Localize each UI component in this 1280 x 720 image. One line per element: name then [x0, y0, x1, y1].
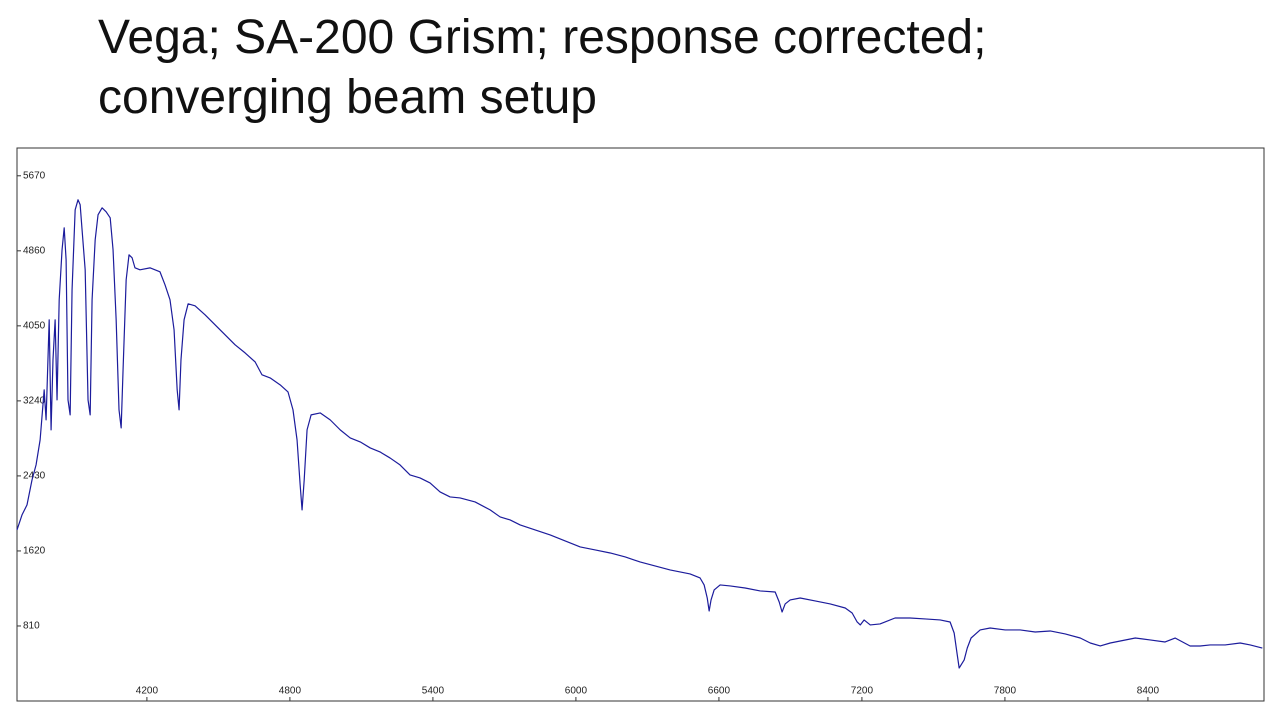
y-tick-label: 1620 — [23, 546, 46, 557]
x-tick-label: 8400 — [1137, 686, 1160, 697]
y-tick-label: 2430 — [23, 471, 46, 482]
y-tick-label: 3240 — [23, 396, 46, 407]
x-tick-label: 6600 — [708, 686, 731, 697]
y-tick-label: 4860 — [23, 245, 46, 256]
x-tick-label: 4200 — [136, 686, 159, 697]
y-tick-label: 4050 — [23, 320, 46, 331]
slide-title: Vega; SA-200 Grism; response corrected; … — [98, 11, 987, 124]
spectrum-line — [16, 199, 1263, 669]
y-tick-label: 810 — [23, 621, 40, 632]
x-tick-label: 7200 — [851, 686, 874, 697]
x-tick-label: 6000 — [565, 686, 588, 697]
x-tick-label: 7800 — [994, 686, 1017, 697]
plot-frame — [16, 147, 1265, 702]
y-tick-label: 5670 — [23, 170, 46, 181]
x-tick-label: 4800 — [279, 686, 302, 697]
x-tick-label: 5400 — [422, 686, 445, 697]
